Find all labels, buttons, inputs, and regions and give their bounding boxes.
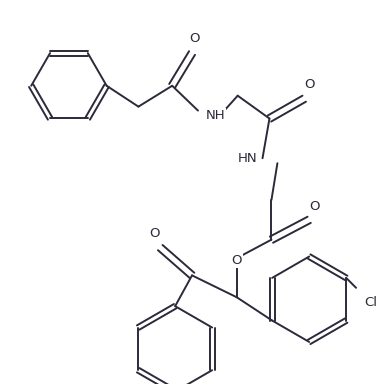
Text: O: O <box>231 254 242 267</box>
Text: O: O <box>304 78 314 91</box>
Text: HN: HN <box>238 152 258 165</box>
Text: O: O <box>149 227 160 239</box>
Text: Cl: Cl <box>364 296 377 309</box>
Text: NH: NH <box>206 109 225 122</box>
Text: O: O <box>189 32 199 45</box>
Text: O: O <box>309 200 319 213</box>
